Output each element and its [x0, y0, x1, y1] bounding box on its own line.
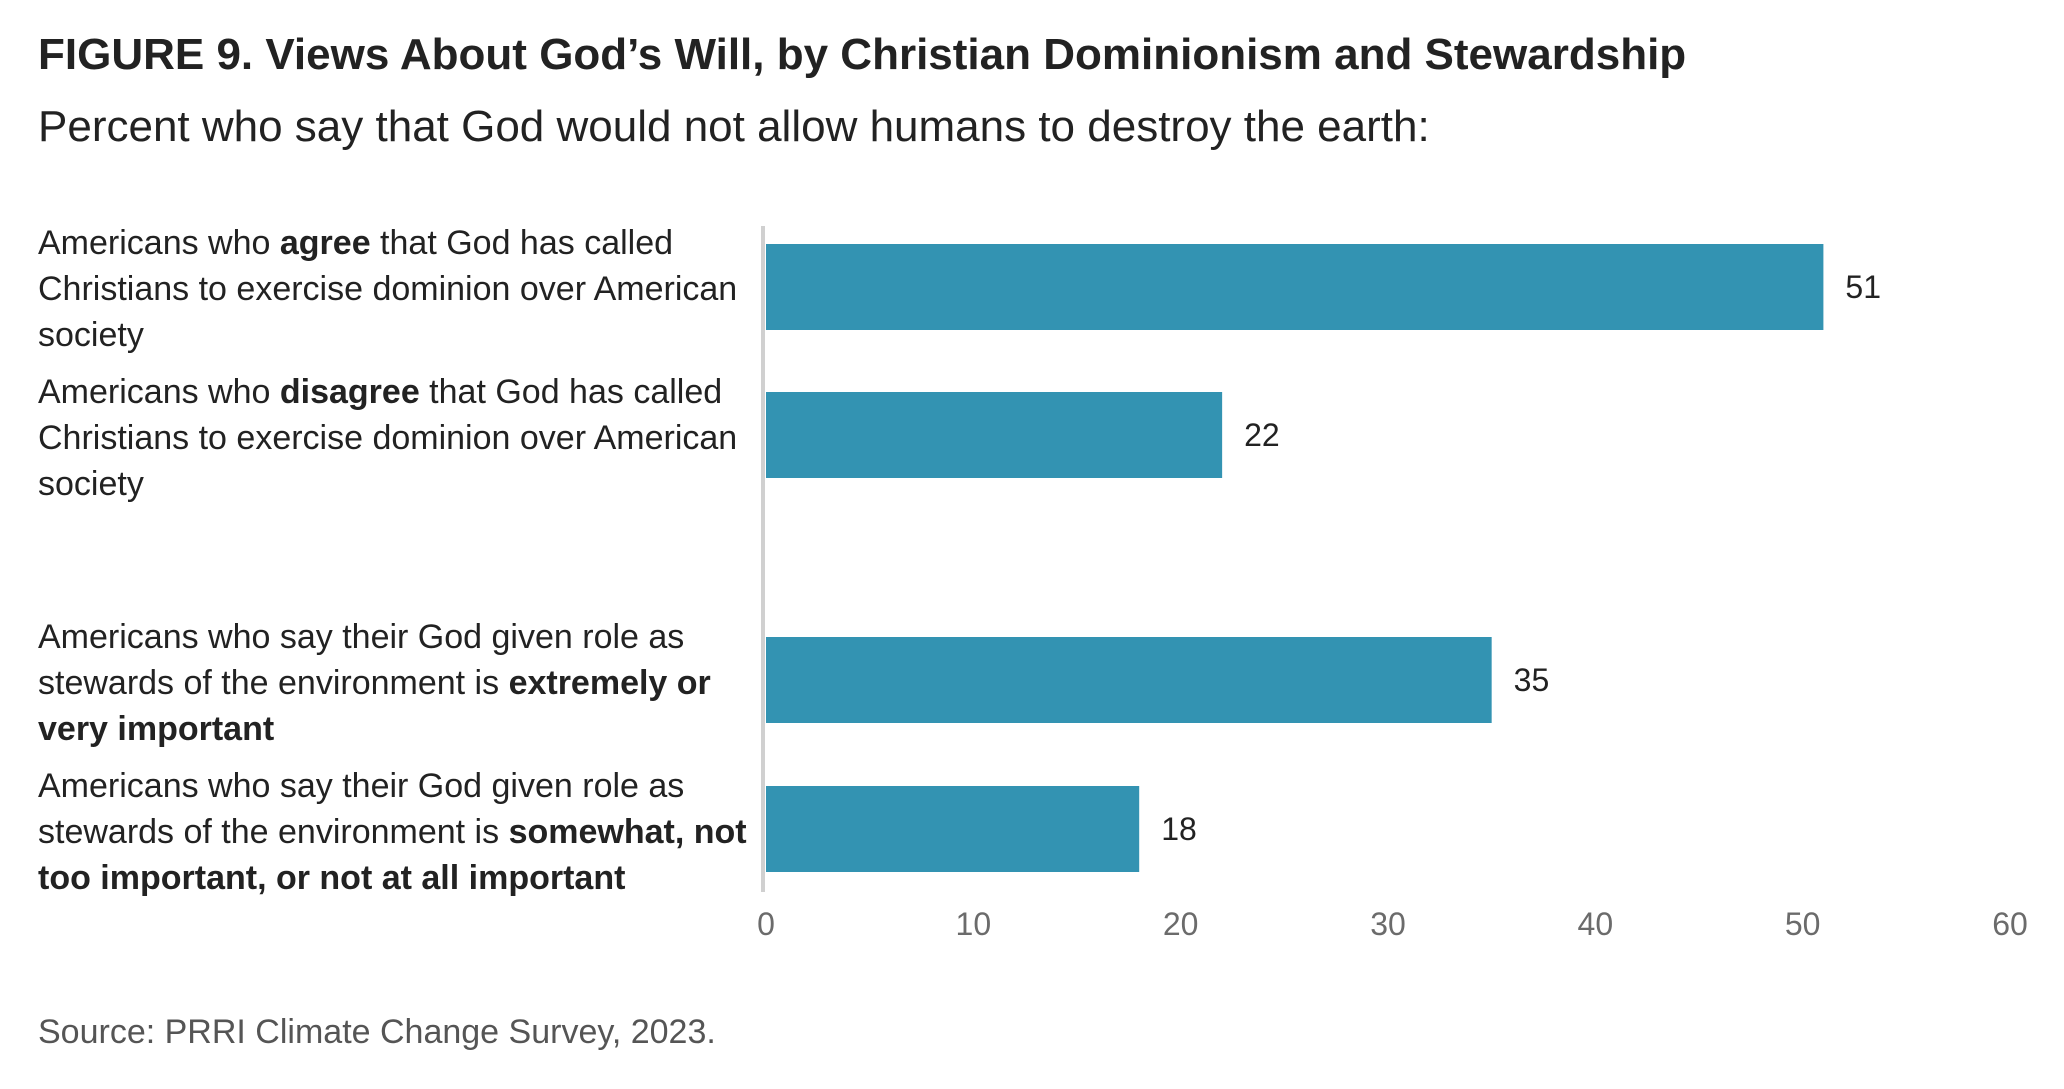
source-note: Source: PRRI Climate Change Survey, 2023…	[38, 1013, 716, 1051]
x-tick-label-40: 40	[1578, 906, 1614, 942]
bar-value-label-2: 22	[1244, 417, 1280, 453]
label-emphasis: somewhat, not too important, or not at a…	[38, 813, 747, 897]
chart-subtitle: Percent who say that God would not allow…	[38, 102, 1430, 151]
label-emphasis: disagree	[279, 373, 420, 411]
bar-value-label-4: 18	[1161, 811, 1197, 847]
label-emphasis: agree	[279, 224, 371, 262]
bar-2	[766, 392, 1223, 478]
category-label-extremely-important: Americans who say their God given role a…	[38, 614, 758, 752]
label-text: Americans who	[38, 224, 280, 262]
x-tick-label-50: 50	[1785, 906, 1821, 942]
category-label-disagree: Americans who disagree that God has call…	[38, 369, 758, 507]
x-tick-label-30: 30	[1370, 906, 1406, 942]
bar-value-label-3: 35	[1514, 662, 1550, 698]
bar-chart: 51 22 35 18 0 10 20 30 40 50 60	[757, 226, 2028, 942]
x-tick-label-20: 20	[1163, 906, 1199, 942]
bar-3	[766, 637, 1492, 723]
category-label-agree: Americans who agree that God has called …	[38, 220, 758, 358]
bar-value-label-1: 51	[1845, 269, 1881, 305]
x-tick-label-10: 10	[956, 906, 992, 942]
label-text: that God has called Christians to exerci…	[38, 224, 738, 354]
category-label-somewhat-important: Americans who say their God given role a…	[38, 763, 758, 901]
label-text: Americans who	[38, 373, 280, 411]
bar-1	[766, 244, 1824, 330]
label-emphasis: extremely or very important	[38, 664, 711, 748]
label-text: that God has called Christians to exerci…	[38, 373, 738, 503]
bar-4	[766, 786, 1140, 872]
label-text: Americans who say their God given role a…	[38, 767, 685, 851]
x-tick-label-0: 0	[757, 906, 775, 942]
label-text: Americans who say their God given role a…	[38, 618, 685, 702]
x-tick-label-60: 60	[1992, 906, 2028, 942]
chart-title: FIGURE 9. Views About God’s Will, by Chr…	[38, 30, 1687, 79]
